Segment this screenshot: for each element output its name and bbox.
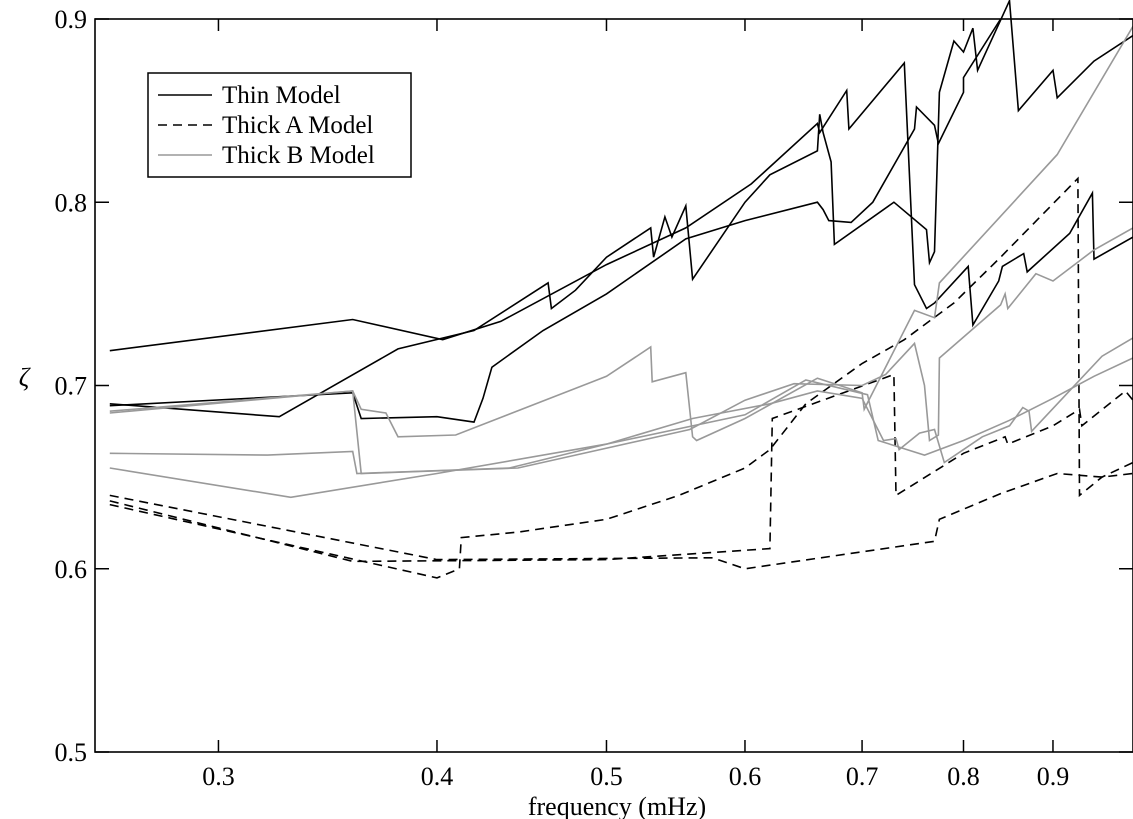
legend: Thin Model Thick A Model Thick B Model bbox=[147, 72, 412, 178]
series-line-thick-b-model-9 bbox=[109, 357, 1133, 499]
ticks-layer: 0.3 0.4 0.5 0.6 0.7 0.8 0.9 0.5 0.6 0.7 0.8 0.9 bbox=[55, 5, 1133, 791]
series-line-thick-b-model-8 bbox=[109, 337, 1133, 475]
x-tick-label: 0.4 bbox=[421, 762, 454, 791]
legend-label-thick-b: Thick B Model bbox=[222, 142, 375, 169]
x-tick-label: 0.7 bbox=[846, 762, 879, 791]
series-line-thick-b-model-6 bbox=[109, 25, 1133, 442]
x-tick-label: 0.5 bbox=[590, 762, 623, 791]
series-line-thick-a-model-4 bbox=[109, 373, 1133, 563]
series-line-thin-model-0 bbox=[109, 60, 1133, 352]
y-tick-label: 0.5 bbox=[55, 738, 88, 767]
x-tick-label: 0.9 bbox=[1037, 762, 1070, 791]
series-line-thin-model-2 bbox=[109, 18, 1002, 423]
y-tick-label: 0.7 bbox=[55, 372, 88, 401]
x-tick-label: 0.6 bbox=[729, 762, 762, 791]
y-axis-label: ζ bbox=[19, 363, 31, 392]
series-line-thin-model-1 bbox=[109, 0, 1133, 418]
series-line-thick-b-model-7 bbox=[109, 227, 1133, 475]
x-tick-label: 0.3 bbox=[202, 762, 235, 791]
y-tick-label: 0.9 bbox=[55, 5, 88, 34]
series-layer bbox=[109, 0, 1133, 579]
legend-label-thin: Thin Model bbox=[222, 82, 341, 109]
x-tick-label: 0.8 bbox=[947, 762, 980, 791]
series-line-thick-a-model-5 bbox=[109, 472, 1133, 570]
x-axis-label: frequency (mHz) bbox=[528, 792, 706, 819]
y-tick-label: 0.8 bbox=[55, 188, 88, 217]
y-tick-label: 0.6 bbox=[55, 555, 88, 584]
legend-label-thick-a: Thick A Model bbox=[222, 112, 373, 139]
